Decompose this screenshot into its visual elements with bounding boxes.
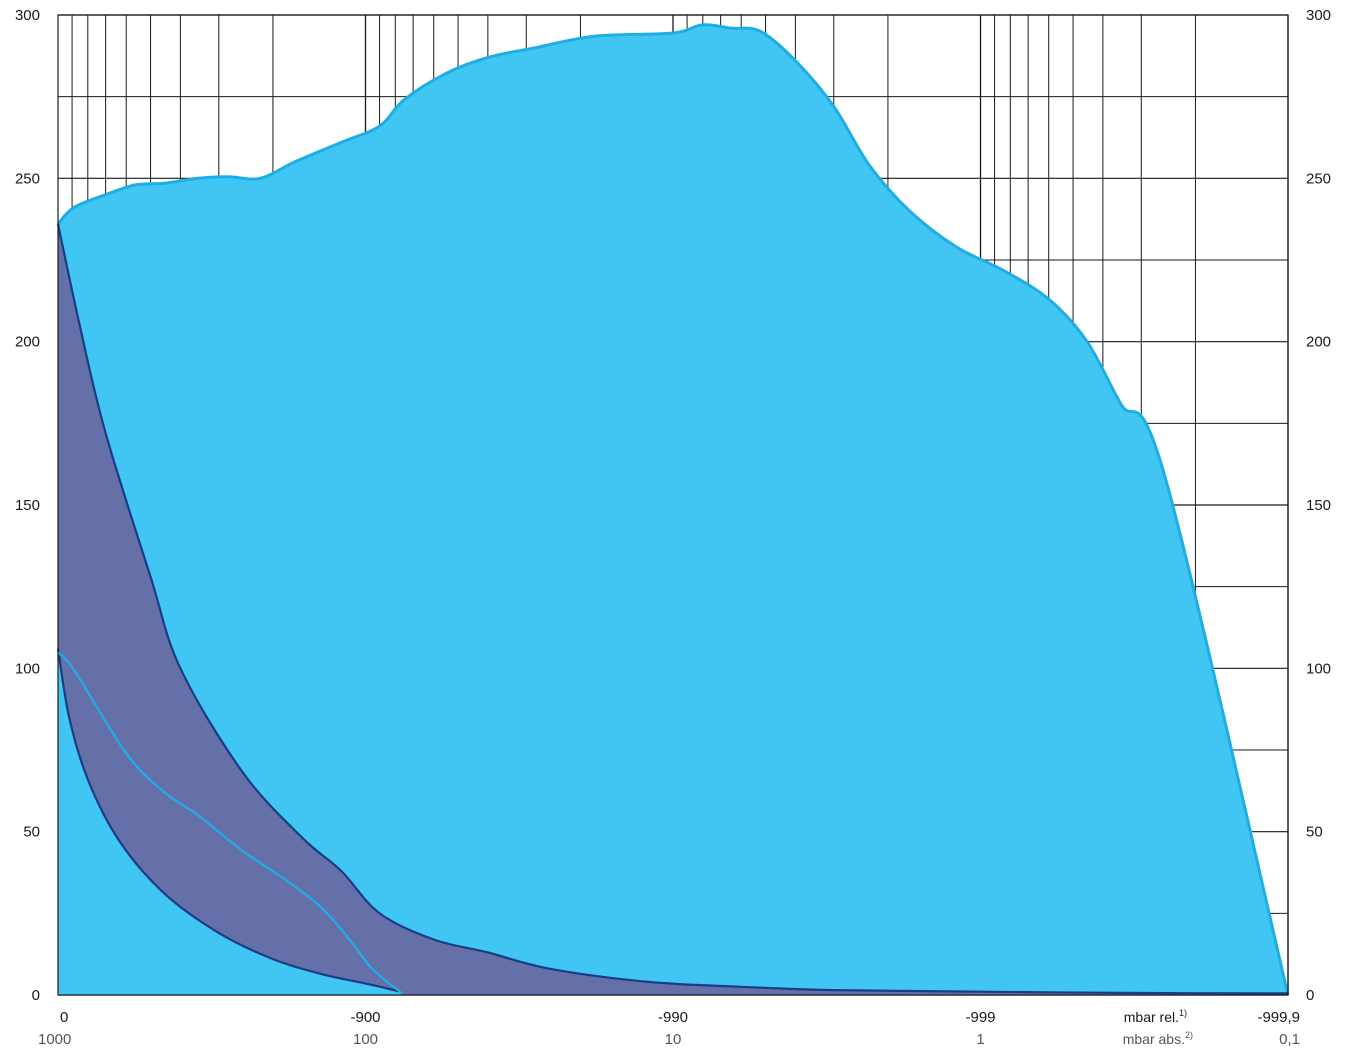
x-axis-unit-abs: mbar abs.2) [1123,1030,1193,1047]
light-area-outline [56,23,1290,996]
x-axis-unit-rel: mbar rel.1) [1124,1008,1187,1025]
x-tick-label-abs: 100 [353,1031,378,1048]
light-area-fill [58,24,1288,996]
y-tick-label-left: 50 [23,824,40,841]
y-tick-label-right: 150 [1306,497,1331,514]
y-tick-label-right: 200 [1306,334,1331,351]
y-tick-label-left: 200 [15,334,40,351]
y-tick-label-left: 300 [15,7,40,24]
x-tick-label-abs: 10 [665,1031,682,1048]
y-tick-label-right: 300 [1306,7,1331,24]
x-tick-label-abs: 0,1 [1279,1031,1300,1048]
y-tick-label-left: 150 [15,497,40,514]
y-tick-label-right: 50 [1306,824,1323,841]
y-tick-label-right: 0 [1306,987,1314,1004]
x-tick-label-rel: -990 [658,1009,688,1026]
light-inner-line [57,651,403,995]
x-tick-label-abs: 1000 [38,1031,71,1048]
unit-rel-footnote: 1) [1179,1008,1187,1018]
plot-frame [57,14,1289,996]
y-tick-label-right: 250 [1306,170,1331,187]
dark-band-upper-line [56,223,1289,995]
chart-lines [56,23,1290,996]
dark-band-lower-line [56,648,401,993]
y-tick-label-left: 250 [15,170,40,187]
y-tick-label-left: 0 [32,987,40,1004]
x-tick-label-rel: -999 [965,1009,995,1026]
x-tick-label-rel: -999,9 [1257,1009,1300,1026]
y-tick-label-right: 100 [1306,660,1331,677]
x-tick-label-abs: 1 [976,1031,984,1048]
unit-abs-text: mbar abs. [1123,1031,1185,1047]
unit-rel-text: mbar rel. [1124,1009,1179,1025]
x-tick-label-rel: -900 [350,1009,380,1026]
x-tick-label-rel: 0 [60,1009,68,1026]
y-tick-label-left: 100 [15,660,40,677]
unit-abs-footnote: 2) [1185,1030,1193,1040]
chart-areas [58,24,1288,996]
